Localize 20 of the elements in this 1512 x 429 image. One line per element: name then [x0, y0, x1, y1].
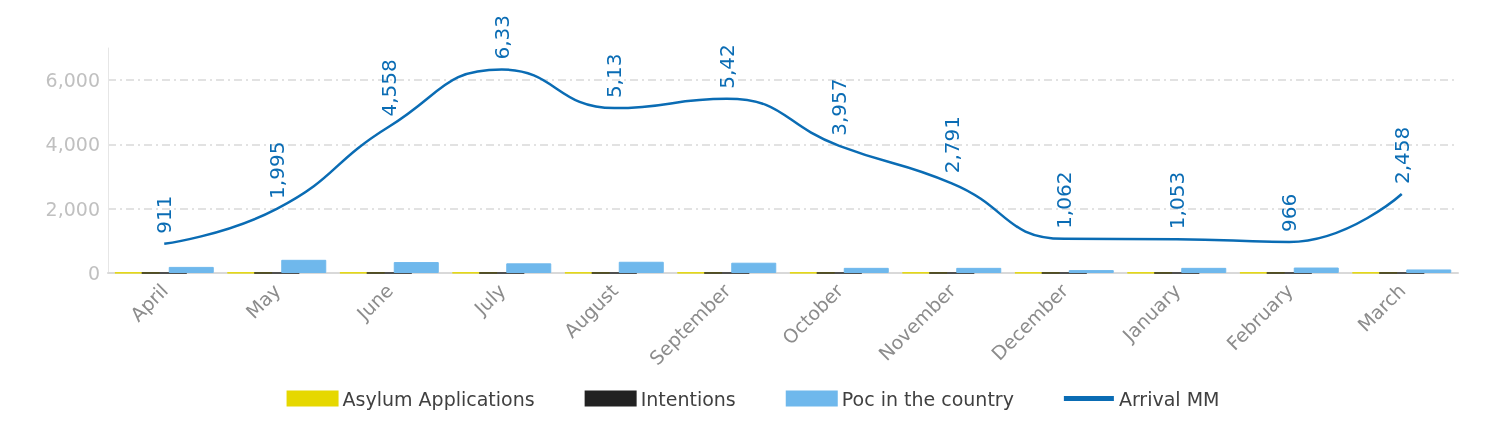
annotation: 6,33	[489, 15, 514, 60]
annotation: 5,42	[714, 44, 739, 89]
y-tick-label: 4,000	[45, 133, 100, 156]
data-label: 911	[152, 195, 177, 234]
y-tick-label: 6,000	[45, 69, 100, 92]
data-label: 1,995	[264, 141, 289, 199]
y-tick-label: 0	[87, 262, 100, 284]
data-label: 1,062	[1052, 171, 1077, 229]
data-label: 4,558	[377, 59, 402, 117]
data-label: 966	[1277, 193, 1302, 232]
data-label: 3,957	[827, 78, 852, 136]
annotation: 5,13	[602, 53, 627, 99]
legend-label: Arrival MM	[1118, 387, 1220, 410]
data-label: 1,053	[1164, 171, 1189, 230]
data-label: 2,791	[939, 116, 964, 174]
legend-label: Poc in the country	[841, 387, 1014, 410]
y-tick-label: 2,000	[45, 197, 100, 220]
legend-label: Asylum Applications	[342, 387, 535, 410]
data-label: 2,458	[1389, 126, 1414, 184]
legend-label: Intentions	[640, 387, 736, 410]
